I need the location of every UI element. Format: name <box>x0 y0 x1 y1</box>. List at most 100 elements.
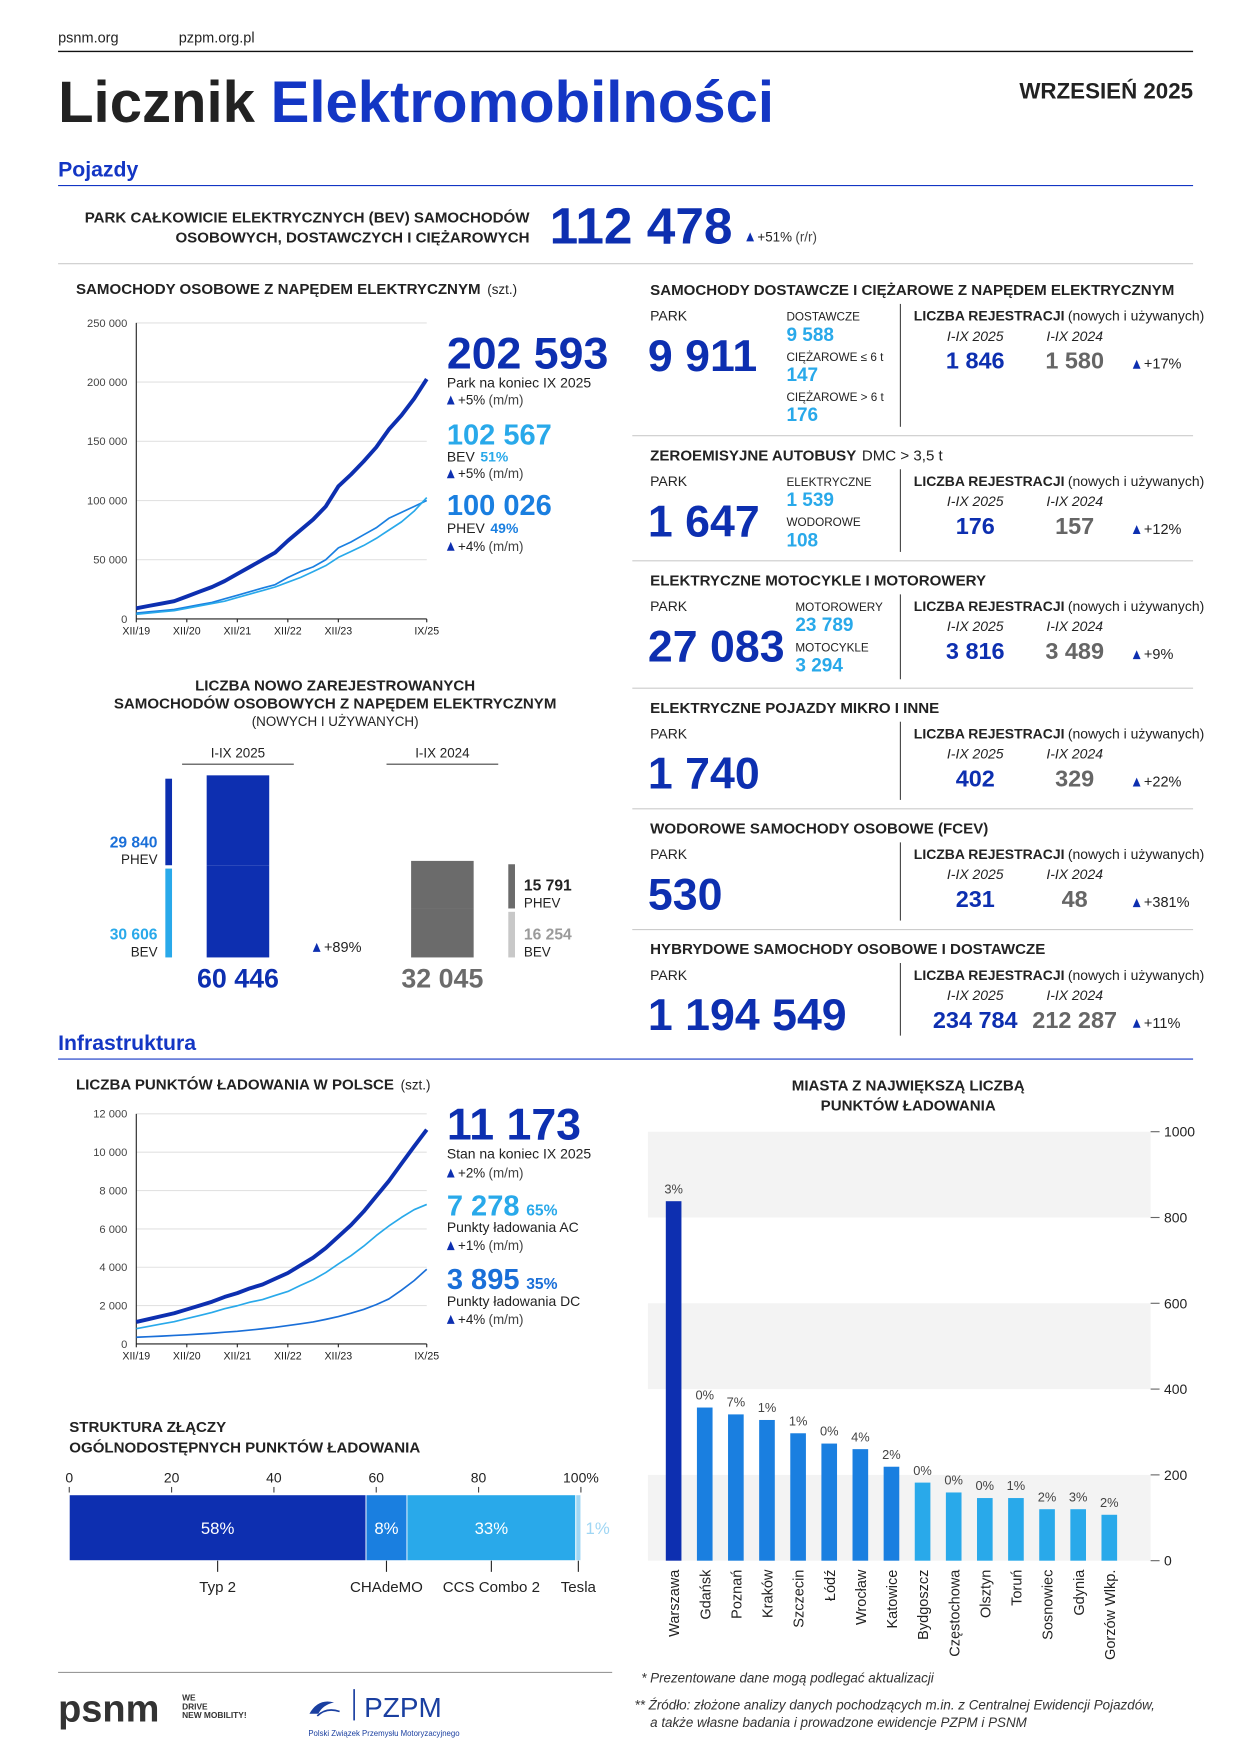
chart-title: (NOWYCH I UŻYWANYCH) <box>252 714 419 729</box>
x-tick-label: Poznań <box>729 1570 745 1619</box>
stat-label: BEV 51% <box>447 448 509 464</box>
x-tick-label: 80 <box>471 1469 487 1485</box>
footnote: * Prezentowane dane mogą podlegać aktual… <box>641 1670 935 1685</box>
breakdown-label: DOSTAWCZE <box>786 311 860 324</box>
bar <box>206 865 270 958</box>
change-value: +12% <box>1144 522 1182 538</box>
change-value: +4% <box>458 539 485 554</box>
up-arrow <box>446 1168 455 1178</box>
change-value: +51% <box>757 229 792 244</box>
reg-value: 176 <box>956 513 995 539</box>
value-label: 1% <box>586 1519 610 1538</box>
legend-label: PHEV <box>121 852 158 867</box>
bar <box>665 1201 682 1561</box>
change: +2% (m/m) <box>458 1166 523 1181</box>
up-arrow <box>1132 525 1141 535</box>
park-value: 9 911 <box>648 332 757 381</box>
chart-title: SAMOCHODÓW OSOBOWYCH Z NAPĘDEM ELEKTRYCZ… <box>114 694 557 712</box>
panel-title-text: SAMOCHODY DOSTAWCZE I CIĘŻAROWE Z NAPĘDE… <box>650 282 1174 299</box>
park-label: PARK <box>650 473 688 489</box>
change-value: +89% <box>324 940 362 956</box>
bar-annotation: 1% <box>758 1400 777 1415</box>
up-arrow <box>446 469 455 479</box>
bar <box>852 1449 869 1561</box>
value-label: 58% <box>201 1519 235 1538</box>
up-arrow <box>446 1241 455 1251</box>
x-tick-label: Kraków <box>761 1569 777 1618</box>
category-label: I-IX 2025 <box>211 745 265 760</box>
breakdown-value: 3 294 <box>795 655 843 676</box>
x-tick-label: Toruń <box>1010 1570 1026 1606</box>
breakdown-label: CIĘŻAROWE ≤ 6 t <box>786 351 884 364</box>
bar <box>790 1433 806 1561</box>
y-tick-label: 200 000 <box>87 377 127 389</box>
reg-period: I-IX 2025 <box>947 866 1004 882</box>
panel-subtitle: DMC > 3,5 t <box>862 447 944 464</box>
panel-title-text: WODOROWE SAMOCHODY OSOBOWE (FCEV) <box>650 820 988 837</box>
up-arrow <box>1132 777 1141 787</box>
section-title: Pojazdy <box>58 159 138 182</box>
series-name: Punkty ładowania AC <box>447 1219 579 1235</box>
total-label: 60 446 <box>197 964 279 994</box>
bar-annotation: 0% <box>820 1424 839 1439</box>
bar-annotation: 0% <box>695 1388 714 1403</box>
park-value: 1 194 549 <box>648 991 847 1040</box>
reg-value: 48 <box>1062 886 1088 912</box>
value-label: 29 840 <box>110 834 158 851</box>
chart-title: OGÓLNODOSTĘPNYCH PUNKTÓW ŁADOWANIA <box>69 1438 420 1456</box>
reg-label-text: LICZBA REJESTRACJI <box>914 967 1065 983</box>
reg-value: 3 816 <box>946 638 1005 664</box>
breakdown-value: 1 539 <box>786 490 834 511</box>
reg-period: I-IX 2024 <box>1046 328 1103 344</box>
panel-title-text: ELEKTRYCZNE POJAZDY MIKRO I INNE <box>650 700 939 717</box>
park-label: PARK <box>650 598 688 614</box>
x-tick-label: Katowice <box>885 1570 901 1629</box>
bar-segment <box>575 1494 582 1562</box>
reg-label-text: LICZBA REJESTRACJI <box>914 473 1065 489</box>
stat-label: Stan na koniec IX 2025 <box>447 1146 592 1162</box>
up-arrow <box>446 541 455 551</box>
stat-number: 7 278 <box>447 1190 520 1222</box>
band <box>647 1131 1151 1218</box>
reg-label: LICZBA REJESTRACJI (nowych i używanych) <box>914 967 1205 983</box>
bar <box>976 1498 993 1561</box>
bar-annotation: 0% <box>913 1463 932 1478</box>
change-period: (m/m) <box>489 1166 524 1181</box>
reg-label: LICZBA REJESTRACJI (nowych i używanych) <box>914 846 1205 862</box>
title-part: Licznik <box>58 70 256 135</box>
x-tick-label: XII/19 <box>122 626 150 638</box>
x-tick-label: 100% <box>563 1469 599 1485</box>
reg-label: LICZBA REJESTRACJI (nowych i używanych) <box>914 473 1205 489</box>
x-tick-label: XII/20 <box>173 626 201 638</box>
x-tick-label: XII/21 <box>223 626 251 638</box>
reg-note: (nowych i używanych) <box>1068 846 1204 862</box>
x-tick-label: 40 <box>266 1469 282 1485</box>
y-tick-label: 10 000 <box>93 1147 127 1159</box>
stat-number: 3 895 <box>447 1264 520 1296</box>
y-tick-label: 50 000 <box>93 555 127 567</box>
legend-label: PHEV <box>524 895 561 910</box>
x-tick-label: XII/22 <box>274 1351 302 1363</box>
y-tick-label: 800 <box>1164 1210 1188 1226</box>
bar <box>411 908 474 958</box>
stat-share: 51% <box>480 448 509 464</box>
band <box>647 1303 1151 1390</box>
up-arrow <box>446 1314 455 1324</box>
reg-value: 231 <box>956 886 995 912</box>
y-tick-label: 1000 <box>1164 1124 1195 1140</box>
breakdown-value: 108 <box>786 530 818 551</box>
panel-title: ELEKTRYCZNE POJAZDY MIKRO I INNE <box>650 700 939 717</box>
line <box>136 1268 428 1339</box>
y-tick-label: 250 000 <box>87 318 127 330</box>
x-tick-label: Gdynia <box>1072 1569 1088 1616</box>
footnote: ** Źródło: złożone analizy danych pochod… <box>635 1697 1155 1712</box>
bar-annotation: 3% <box>1069 1489 1088 1504</box>
x-tick-label: Łódź <box>823 1570 839 1601</box>
breakdown-label: CIĘŻAROWE > 6 t <box>786 391 884 404</box>
panel-title: WODOROWE SAMOCHODY OSOBOWE (FCEV) <box>650 820 988 837</box>
x-tick-label: XII/19 <box>122 1351 150 1363</box>
bar-split <box>508 911 515 958</box>
bar-annotation: 3% <box>664 1181 683 1196</box>
bar-annotation: 7% <box>727 1395 746 1410</box>
